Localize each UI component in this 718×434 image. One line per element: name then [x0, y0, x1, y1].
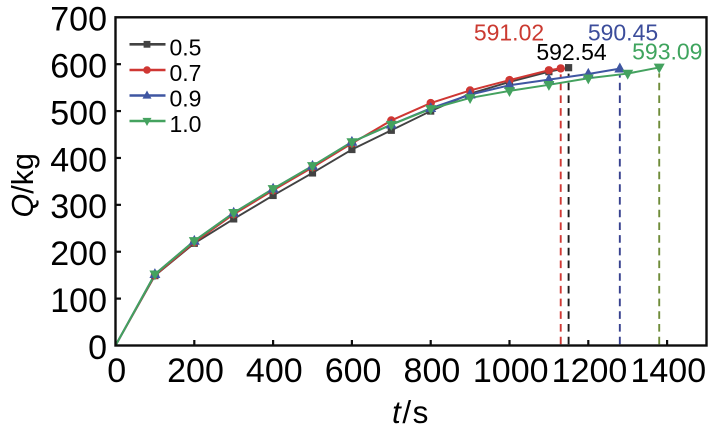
svg-text:0: 0: [107, 352, 126, 390]
svg-text:200: 200: [167, 352, 224, 390]
svg-text:0.9: 0.9: [170, 86, 202, 112]
svg-text:0.7: 0.7: [170, 60, 202, 86]
svg-text:800: 800: [404, 352, 461, 390]
svg-text:700: 700: [50, 1, 107, 39]
svg-text:400: 400: [50, 141, 107, 179]
svg-text:500: 500: [50, 94, 107, 132]
svg-text:0: 0: [88, 329, 107, 367]
svg-text:1400: 1400: [630, 352, 706, 390]
svg-text:600: 600: [325, 352, 382, 390]
svg-text:591.02: 591.02: [474, 20, 544, 46]
svg-text:0.5: 0.5: [170, 34, 202, 60]
svg-text:1000: 1000: [473, 352, 549, 390]
svg-text:400: 400: [246, 352, 303, 390]
svg-text:100: 100: [50, 282, 107, 320]
svg-text:1200: 1200: [552, 352, 628, 390]
svg-text:Q/kg: Q/kg: [6, 153, 40, 217]
svg-text:300: 300: [50, 188, 107, 226]
svg-text:593.09: 593.09: [632, 39, 702, 65]
svg-text:1.0: 1.0: [170, 111, 202, 137]
svg-text:590.45: 590.45: [588, 20, 658, 46]
svg-text:600: 600: [50, 48, 107, 86]
svg-text:200: 200: [50, 235, 107, 273]
svg-text:t/s: t/s: [392, 394, 430, 429]
svg-text:592.54: 592.54: [536, 39, 607, 65]
